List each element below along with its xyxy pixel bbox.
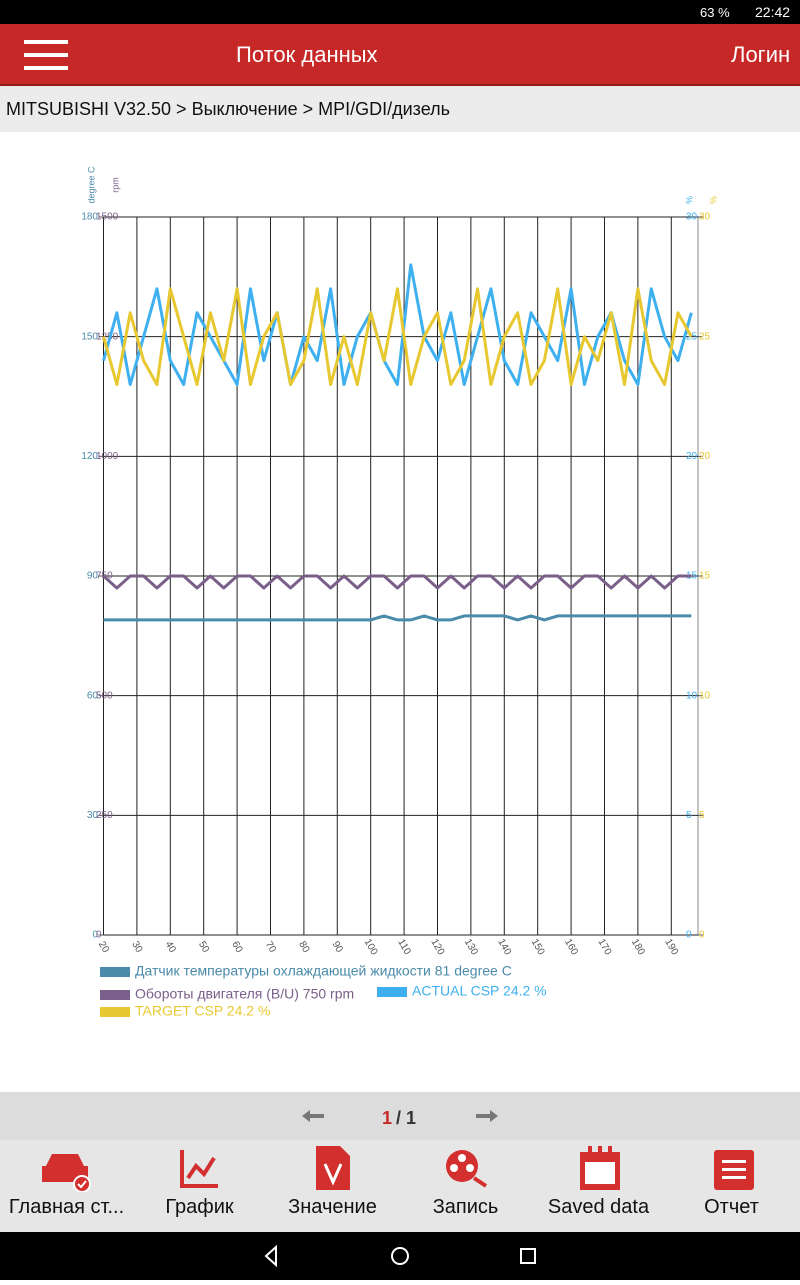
x-tick-label: 160: [562, 937, 580, 957]
legend-swatch: [100, 990, 130, 1000]
legend-label: TARGET CSP 24.2 %: [135, 1003, 270, 1019]
system-buttons: [264, 1244, 536, 1268]
x-tick-label: 120: [428, 937, 446, 957]
nav-label[interactable]: Запись: [432, 1196, 499, 1218]
y-tick-label: 90: [87, 571, 99, 582]
graph-icon[interactable]: [180, 1148, 220, 1188]
y-tick-label: 30: [686, 212, 698, 223]
app-header: Поток данных Логин: [0, 24, 800, 86]
x-tick-label: 110: [395, 937, 413, 957]
record-icon[interactable]: [444, 1148, 488, 1188]
x-tick-label: 60: [229, 940, 244, 956]
y-tick-label: 30: [699, 212, 711, 223]
report-icon[interactable]: [714, 1146, 754, 1190]
pagination: 1 / 1: [0, 1092, 800, 1140]
x-tick-label: 100: [362, 937, 380, 957]
y-tick-label: 10: [699, 690, 711, 701]
page-total: 1: [406, 1108, 417, 1128]
x-tick-label: 80: [296, 940, 311, 956]
x-tick-label: 20: [96, 940, 111, 956]
legend-label: ACTUAL CSP 24.2 %: [412, 983, 547, 999]
y-tick-label: 250: [96, 810, 113, 821]
series-line: [103, 614, 692, 622]
y-tick-label: 1000: [96, 451, 119, 462]
y-tick-label: 5: [686, 810, 692, 821]
y-tick-label: 1250: [96, 331, 119, 342]
y-tick-label: 15: [686, 571, 698, 582]
legend-swatch: [100, 967, 130, 977]
legend-swatch: [100, 1007, 130, 1017]
y-tick-label: 0: [96, 930, 102, 941]
x-tick-label: 180: [629, 937, 647, 957]
y-tick-label: 120: [81, 451, 98, 462]
y-tick-label: 0: [699, 930, 705, 941]
battery: 63 %: [700, 5, 730, 20]
y-tick-label: 25: [686, 331, 698, 342]
bottom-nav: Главная ст... График Значение Запись Saved d…: [0, 1140, 800, 1232]
header-title: Поток данных: [236, 42, 378, 67]
home-icon[interactable]: [40, 1148, 92, 1192]
nav-label[interactable]: График: [165, 1196, 234, 1218]
login-button[interactable]: Логин: [731, 42, 791, 67]
y-tick-label: 0: [92, 930, 98, 941]
status-bar: 63 % 22:42: [0, 0, 800, 24]
home-button[interactable]: [391, 1247, 409, 1265]
x-tick-label: 170: [595, 937, 613, 957]
next-page[interactable]: [476, 1109, 498, 1123]
legend-label: Датчик температуры охлаждающей жидкости …: [135, 963, 512, 979]
breadcrumb: MITSUBISHI V32.50 > Выключение > MPI/GDI…: [0, 86, 800, 132]
x-tick-label: 140: [495, 937, 513, 957]
y-axis-label: rpm: [110, 177, 120, 193]
legend-label: Обороты двигателя (B/U) 750 rpm: [135, 986, 354, 1002]
y-axis-label: degree C: [86, 166, 96, 204]
y-tick-label: 500: [96, 690, 113, 701]
saved-icon[interactable]: [580, 1146, 620, 1190]
x-tick-label: 50: [196, 940, 211, 956]
x-tick-label: 130: [462, 937, 480, 957]
y-tick-label: 5: [699, 810, 705, 821]
value-icon[interactable]: [316, 1146, 350, 1190]
x-tick-label: 190: [662, 937, 680, 957]
y-tick-label: 10: [686, 690, 698, 701]
nav-label[interactable]: Главная ст...: [8, 1196, 125, 1218]
back-button[interactable]: [264, 1244, 277, 1268]
y-tick-label: 60: [87, 690, 99, 701]
y-tick-label: 20: [686, 451, 698, 462]
recents-button[interactable]: [520, 1248, 536, 1264]
x-tick-label: 70: [263, 940, 278, 956]
series-line: [102, 287, 693, 387]
menu-button[interactable]: [24, 38, 68, 72]
prev-page[interactable]: [302, 1109, 324, 1123]
nav-label[interactable]: Отчет: [704, 1196, 759, 1218]
clock: 22:42: [755, 4, 791, 20]
system-nav-bar: [0, 1232, 800, 1280]
y-tick-label: 1500: [96, 212, 119, 223]
x-tick-label: 150: [529, 937, 547, 957]
y-tick-label: 20: [699, 451, 711, 462]
nav-label[interactable]: Saved data: [547, 1196, 650, 1218]
y-tick-label: 150: [81, 331, 98, 342]
page-current: 1: [382, 1108, 393, 1128]
page-separator: /: [396, 1108, 402, 1128]
y-axis-label: %: [708, 196, 718, 204]
y-tick-label: 15: [699, 571, 711, 582]
x-tick-label: 30: [129, 940, 144, 956]
y-axis-label: %: [684, 196, 694, 204]
y-tick-label: 180: [81, 212, 98, 223]
y-tick-label: 0: [686, 930, 692, 941]
series-line: [102, 574, 692, 590]
nav-label[interactable]: Значение: [288, 1196, 377, 1218]
x-tick-label: 40: [163, 940, 178, 956]
x-tick-label: 90: [330, 940, 345, 956]
y-tick-label: 25: [699, 331, 711, 342]
legend-swatch: [377, 987, 407, 997]
y-tick-label: 30: [87, 810, 99, 821]
